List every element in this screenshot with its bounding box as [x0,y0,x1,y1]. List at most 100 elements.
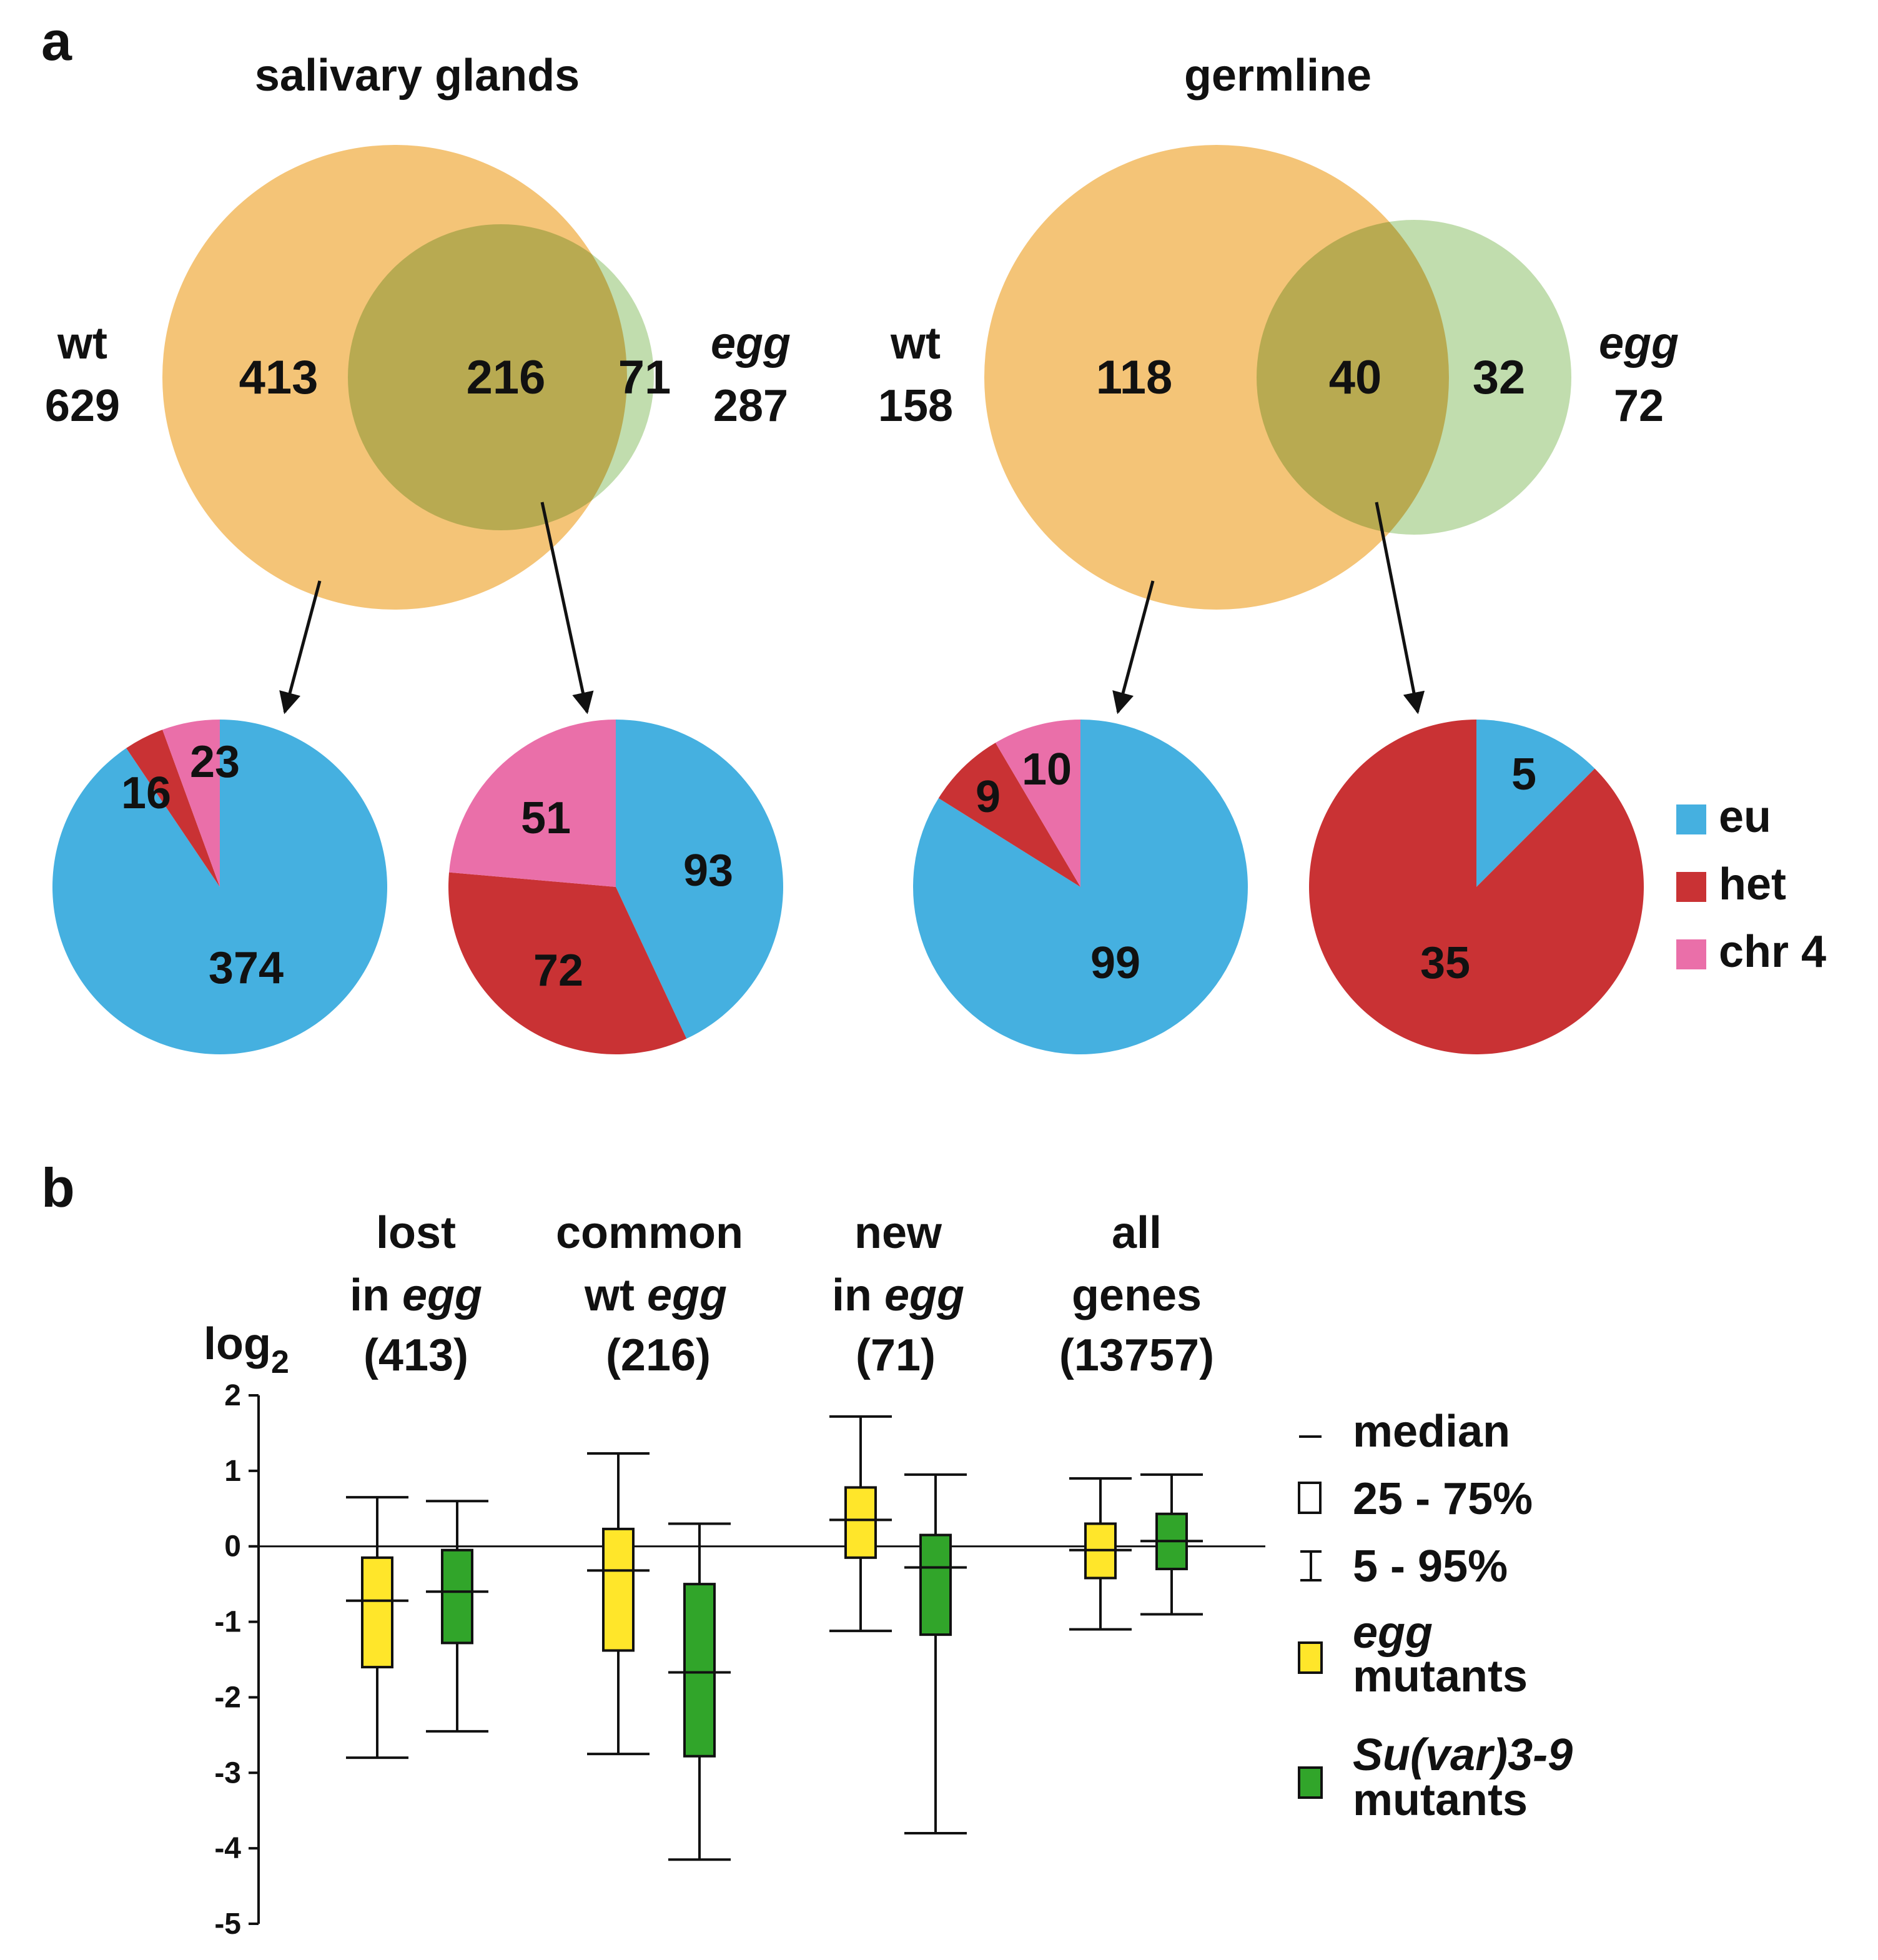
group-header-line2: in egg [350,1270,482,1320]
group-header-all: all genes (13757) [1059,1208,1214,1380]
venn-egg-circle [1257,220,1571,535]
boxplot-legend: median 25 - 75% 5 - 95% egg mutants Su(v… [1298,1407,1573,1825]
panel-a-label: a [41,10,72,72]
group-header-line1: all [1112,1208,1162,1258]
group-header-line2-italic: egg [647,1270,727,1320]
legend-box-icon [1298,1482,1322,1514]
pie-slice-het [938,743,1080,887]
legend-label-eu: eu [1719,792,1771,842]
legend-egg-line2: mutants [1353,1651,1528,1701]
legend-swatch-het [1676,872,1706,902]
box-plots [346,1415,1203,1861]
pie-sg-wt-only [52,719,388,1054]
boxplot-egg-1 [587,1452,650,1756]
group-header-line1: common [556,1208,743,1258]
pie-sg-common [448,720,784,1055]
legend-suvar-line1: Su(var)3-9 [1353,1730,1573,1780]
group-header-line2: wt egg [584,1270,727,1320]
group-header-common: common wt egg (216) [556,1208,743,1380]
y-tick-label: -2 [214,1681,241,1714]
group-header-line2-plain: in [832,1270,884,1320]
group-header-line1: new [854,1208,942,1258]
venn-egg-only: 32 [1473,351,1526,404]
venn-wt-total: 158 [878,381,953,431]
pie-gl-wt-only [912,720,1248,1054]
pie-slice-het [1308,720,1644,1054]
boxplot-suvar-2 [904,1473,967,1834]
group-header-line2-plain: genes [1072,1270,1202,1320]
venn-wt-label: wt [57,319,107,369]
pie-slice-chr4 [162,720,220,887]
venn-title: germline [1184,51,1371,101]
boxplot-suvar-3 [1140,1473,1203,1616]
venn-germline: germline wt 158 118 40 32 egg 72 [878,51,1679,715]
panel-b-label: b [41,1157,75,1219]
pie-slice-het [448,872,687,1055]
y-axis-label: log2 [204,1319,289,1380]
boxplot-egg-2 [829,1415,892,1633]
legend-whisker-label: 5 - 95% [1353,1542,1508,1591]
group-header-line2-plain: wt [584,1270,647,1320]
group-header-line3: (216) [606,1330,711,1380]
arrow-wt-only [1112,580,1155,715]
y-tick-label: -5 [214,1908,241,1941]
y-tick-label: 1 [224,1455,241,1488]
boxplot-egg-0 [346,1496,408,1760]
legend-median-label: median [1353,1407,1510,1457]
legend-egg-line1: egg [1353,1608,1433,1658]
group-header-line2-italic: egg [884,1270,964,1320]
group-header-line3: (413) [363,1330,468,1380]
legend-egg-swatch [1298,1641,1323,1674]
pie-label-sg-common-het: 72 [533,946,583,996]
pie-slice-eu [616,720,784,1039]
venn-title: salivary glands [255,51,580,101]
group-header-line2-italic: egg [402,1270,482,1320]
y-tick-label: -4 [214,1832,241,1865]
pie-label-sg-wt-chr4: 23 [190,737,240,787]
venn-egg-total: 287 [713,381,788,431]
boxplot-suvar-0 [426,1500,488,1733]
venn-egg-total: 72 [1614,381,1664,431]
legend-suvar-swatch [1298,1766,1323,1799]
pie-label-sg-common-chr4: 51 [521,793,571,843]
pie-label-gl-common-eu: 5 [1511,750,1536,799]
boxplot-egg-3 [1069,1477,1132,1631]
pie-legend: eu het chr 4 [1676,792,1826,977]
venn-wt-only: 118 [1096,351,1173,404]
legend-label-het: het [1719,859,1786,909]
group-header-lost: lost in egg (413) [350,1208,482,1380]
y-axis-label-main: log [204,1319,271,1369]
boxplot-suvar-1 [668,1522,731,1861]
venn-salivary-glands: salivary glands wt 629 413 216 71 egg 28… [45,51,791,715]
group-header-new: new in egg (71) [832,1208,964,1380]
venn-egg-only: 71 [618,351,671,404]
venn-egg-circle [348,224,654,530]
pie-slice-eu [52,719,388,1054]
venn-wt-label: wt [890,319,941,369]
y-tick-label: 0 [224,1530,241,1563]
venn-common: 216 [467,351,546,404]
pie-slice-eu [912,720,1248,1054]
pie-slice-chr4 [995,720,1080,887]
pie-label-gl-wt-eu: 99 [1090,938,1140,988]
pie-label-gl-common-het: 35 [1420,938,1470,988]
group-header-line3: (71) [856,1330,936,1380]
venn-egg-label: egg [711,319,791,369]
arrow-common [1375,502,1425,715]
group-header-line3: (13757) [1059,1330,1214,1380]
pie-label-sg-common-eu: 93 [683,846,733,896]
venn-common: 40 [1329,351,1382,404]
y-axis-label-subscript: 2 [271,1344,289,1380]
arrow-common [540,502,594,715]
legend-swatch-eu [1676,804,1706,834]
iqr-box [683,1583,716,1758]
legend-label-chr4: chr 4 [1719,927,1826,977]
venn-wt-total: 629 [45,381,120,431]
y-tick-label: 2 [224,1379,241,1412]
legend-swatch-chr4 [1676,939,1706,969]
legend-whisker-icon [1300,1550,1322,1581]
group-header-line2: in egg [832,1270,964,1320]
iqr-box [441,1548,473,1645]
y-tick-label: -1 [214,1606,241,1639]
